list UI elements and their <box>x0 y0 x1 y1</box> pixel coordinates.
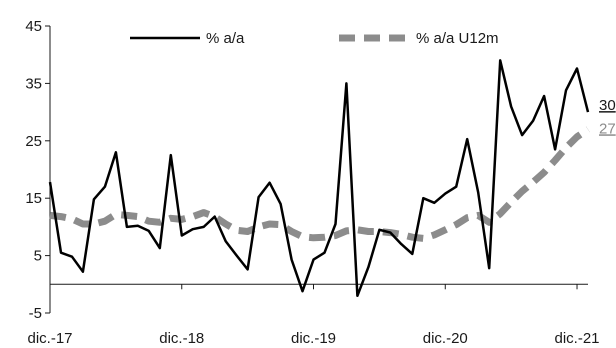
legend: % a/a % a/a U12m <box>130 30 499 47</box>
x-tick-label: dic.-17 <box>27 330 72 347</box>
chart-axes <box>45 25 588 314</box>
x-tick-label: dic.-20 <box>423 330 468 347</box>
x-tick-label: dic.-18 <box>159 330 204 347</box>
x-tick-label: dic.-19 <box>291 330 336 347</box>
y-axis-ticks <box>45 25 50 314</box>
y-tick-label: 5 <box>34 248 42 265</box>
end-label-aa: 30 <box>599 97 616 114</box>
y-axis-tick-labels: 45 35 25 15 5 -5 <box>25 18 42 322</box>
legend-label-series-2: % a/a U12m <box>416 30 499 47</box>
y-tick-label: 25 <box>25 133 42 150</box>
series-layer <box>48 59 590 298</box>
end-label-u12m: 27 <box>599 120 616 137</box>
y-tick-label: 35 <box>25 75 42 92</box>
x-tick-label: dic.-21 <box>555 330 600 347</box>
y-tick-label: 15 <box>25 190 42 207</box>
series-line-aa <box>48 59 590 298</box>
x-axis-ticks <box>49 284 578 290</box>
legend-label-series-1: % a/a <box>206 30 245 47</box>
x-axis-tick-labels: dic.-17 dic.-18 dic.-19 dic.-20 dic.-21 <box>27 330 599 347</box>
y-tick-label: -5 <box>29 305 42 322</box>
y-tick-label: 45 <box>25 18 42 35</box>
series-line-u12m <box>49 126 590 242</box>
